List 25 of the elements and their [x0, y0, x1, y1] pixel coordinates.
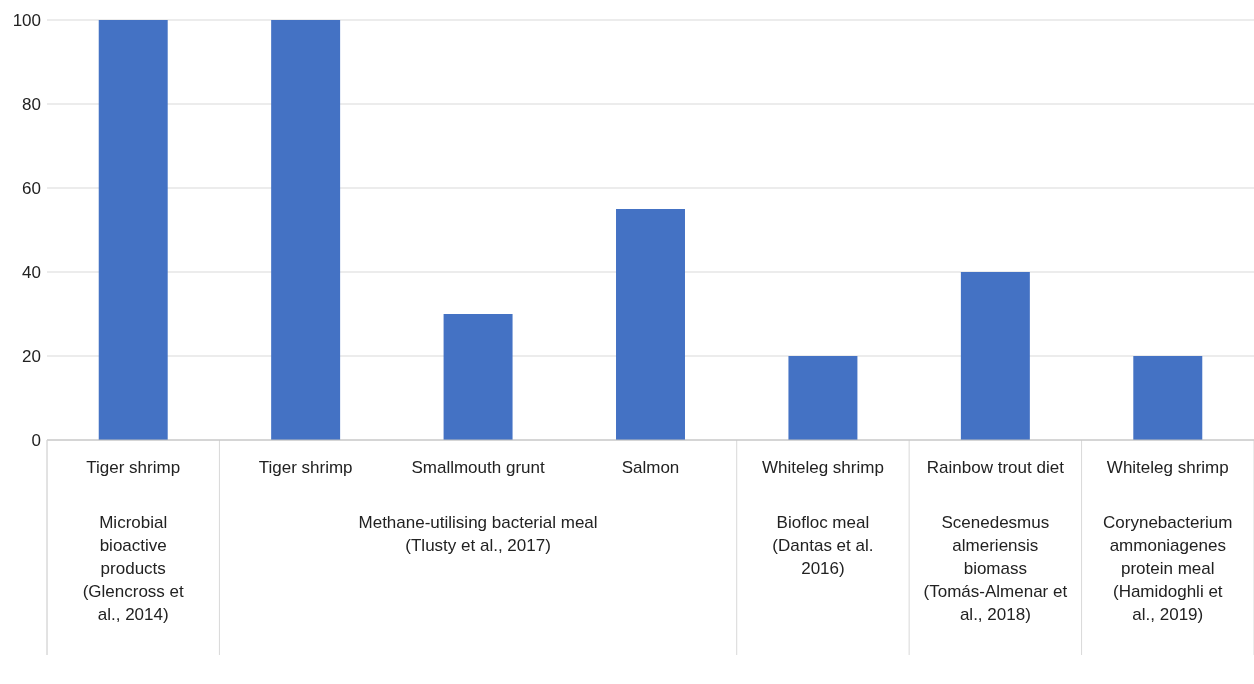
x-tick-label: Salmon	[621, 458, 680, 477]
y-tick-label: 0	[31, 430, 41, 450]
x-tick-label: Rainbow trout diet	[926, 458, 1065, 477]
bar	[443, 314, 513, 440]
text: Scenedesmus almeriensis biomass (Tomás-Almenar et al., 2018)	[923, 513, 1068, 624]
y-tick-label: 20	[22, 346, 41, 366]
x-tick-label: Tiger shrimp	[258, 458, 353, 477]
bar	[788, 356, 858, 440]
bar	[1133, 356, 1203, 440]
x-tick-label: Whiteleg shrimp	[761, 458, 884, 477]
x-tick-label: Smallmouth grunt	[411, 458, 545, 477]
bar	[98, 20, 168, 440]
x-tick-label: Tiger shrimp	[86, 458, 181, 477]
x-tick-label: Whiteleg shrimp	[1106, 458, 1229, 477]
text: Methane-utilising bacterial meal (Tlusty et al., 2017)	[358, 513, 598, 555]
bar	[271, 20, 341, 440]
y-tick-label: 60	[22, 178, 41, 198]
text: Corynebacterium ammoniagenes protein meal (Hamidoghli et al., 2019)	[1103, 513, 1233, 624]
y-tick-label: 80	[22, 94, 41, 114]
text: Biofloc meal (Dantas et al. 2016)	[772, 513, 874, 578]
y-tick-label: 100	[12, 10, 41, 30]
bar	[960, 272, 1030, 440]
y-tick-label: 40	[22, 262, 41, 282]
text: Microbial bioactive products (Glencross et al., 2014)	[82, 513, 185, 624]
bar	[616, 209, 685, 440]
